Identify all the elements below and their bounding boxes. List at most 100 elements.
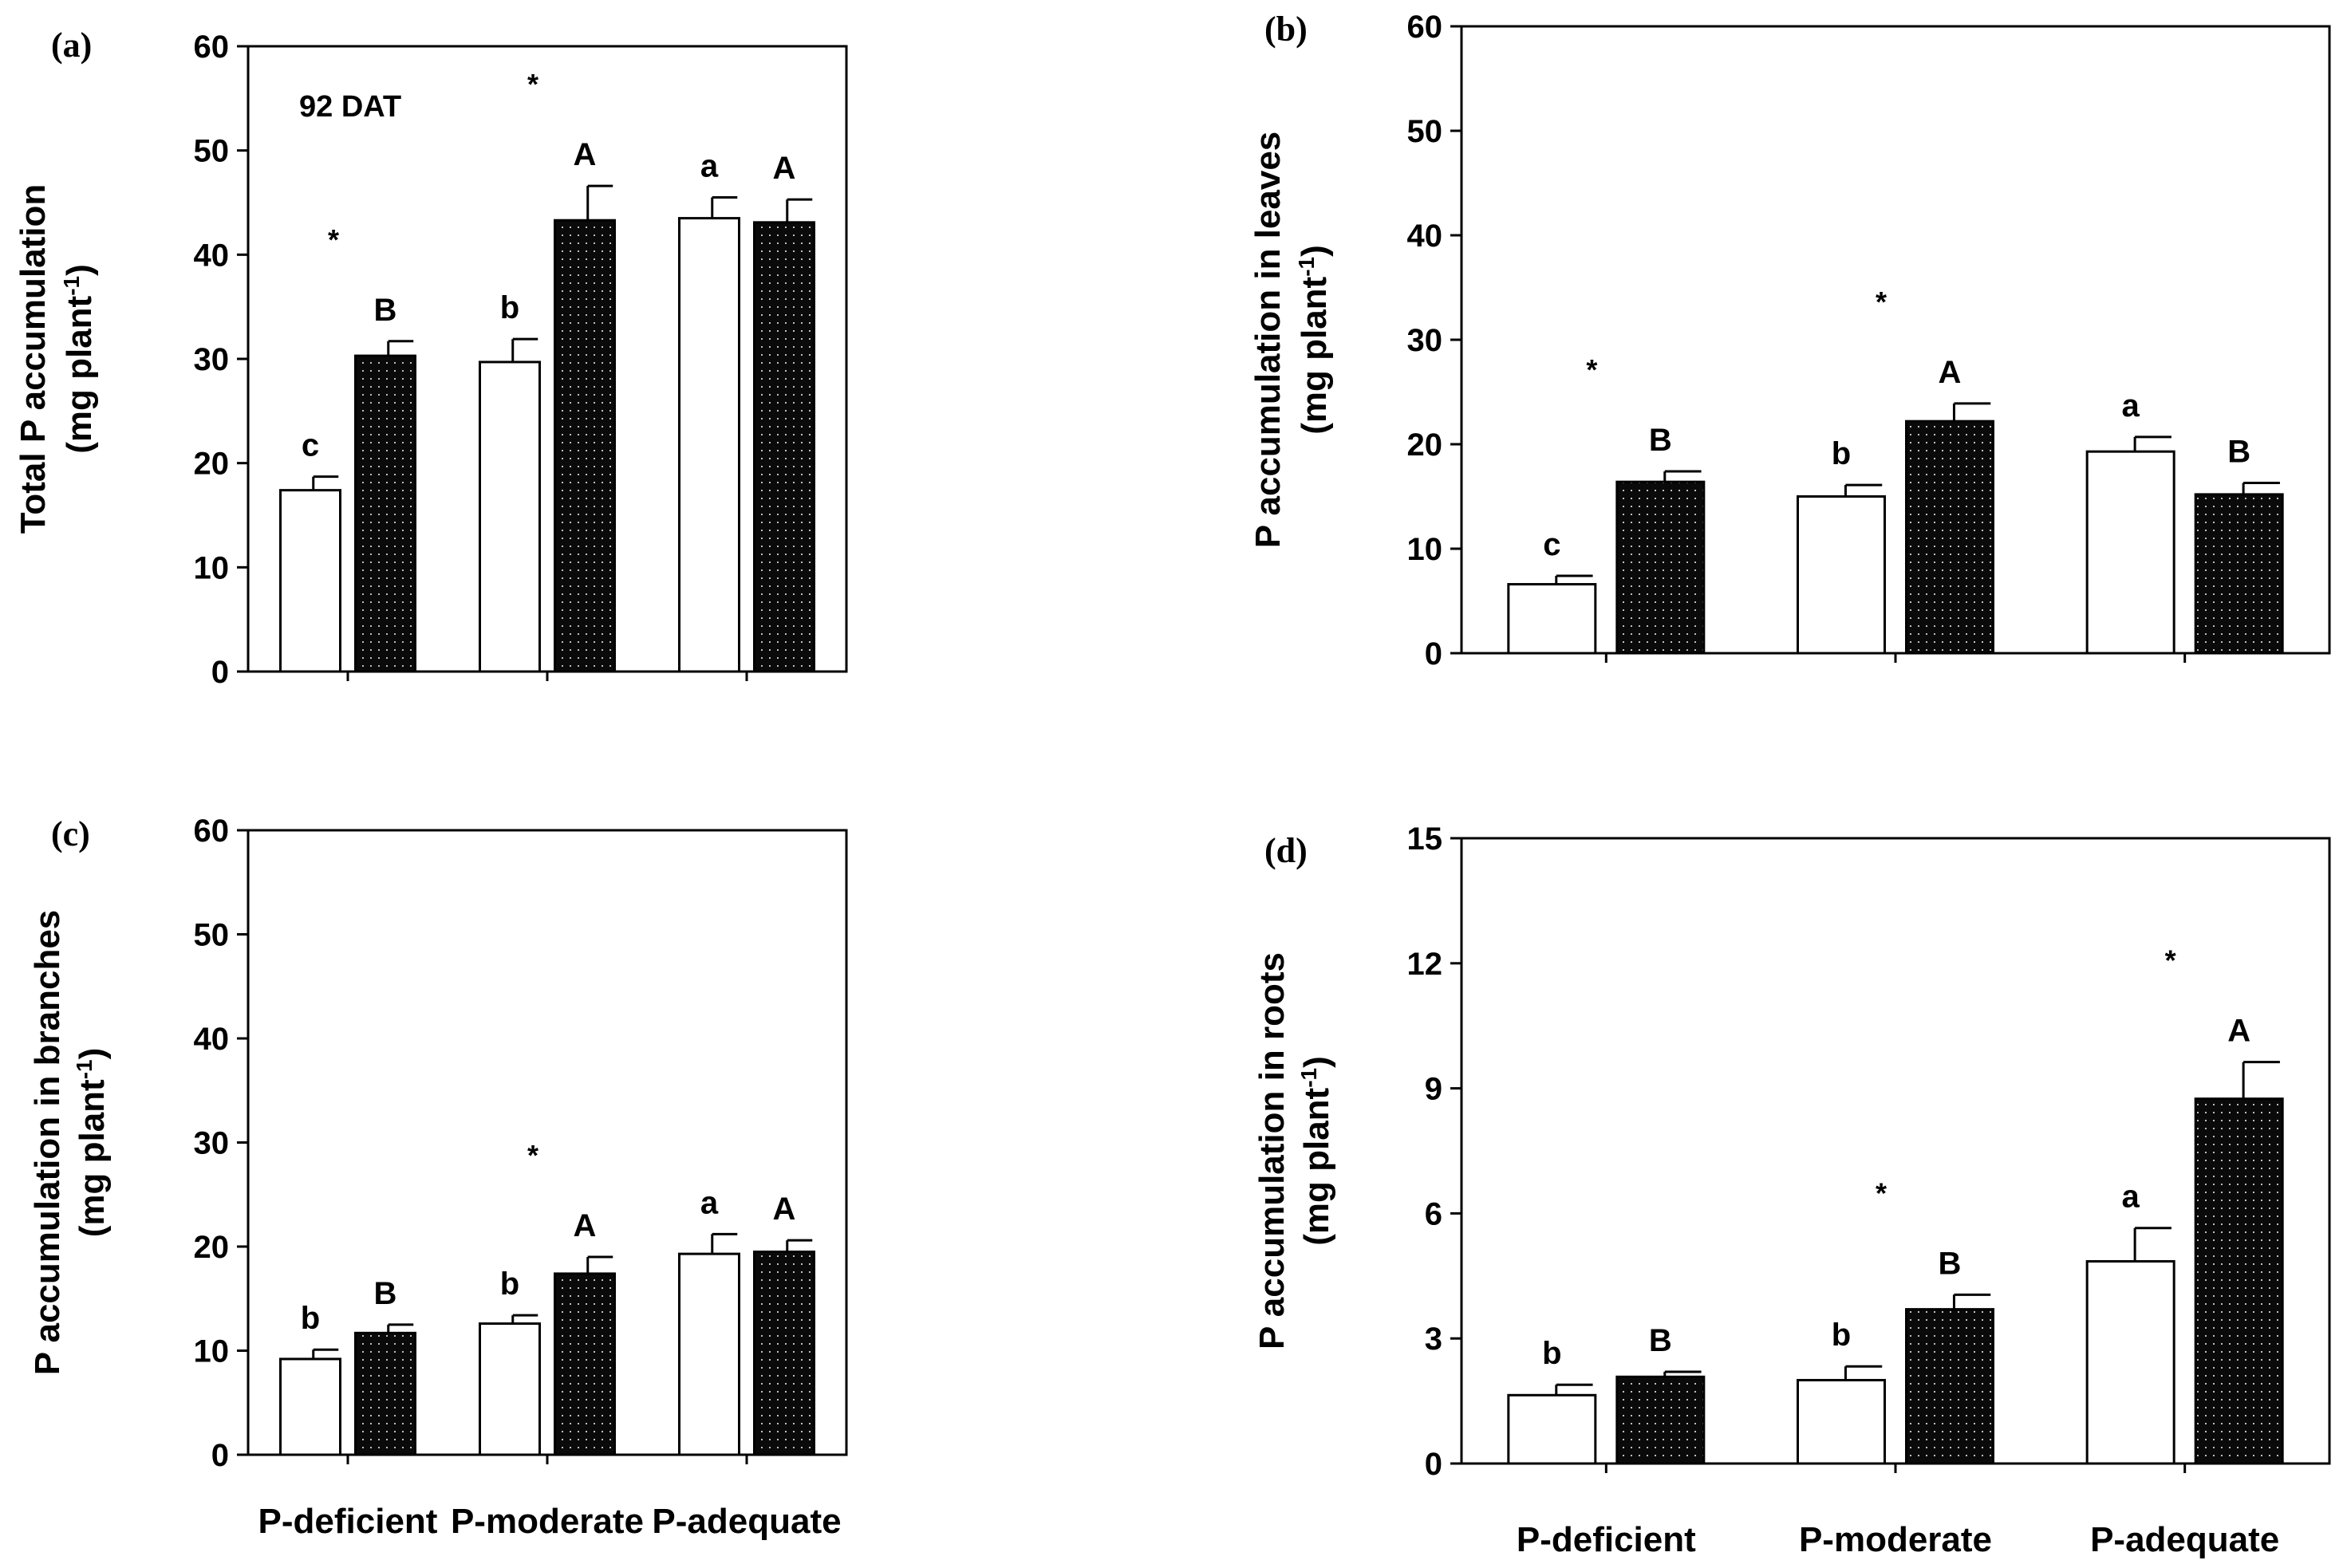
x-category-label: P-adequate — [2090, 1520, 2279, 1559]
y-tick-label: 20 — [194, 447, 230, 482]
significance-letter: c — [1543, 527, 1560, 562]
significance-letter: A — [773, 151, 796, 186]
y-tick-label: 50 — [1407, 114, 1443, 149]
significance-letter: B — [374, 293, 397, 328]
significance-letter: b — [500, 1267, 519, 1302]
y-tick-label: 0 — [211, 655, 229, 690]
y-axis-title: P accumulation in branches — [28, 910, 67, 1376]
bar-dotted — [354, 354, 416, 673]
y-axis-unit: (mg plant-1) — [1296, 1056, 1337, 1246]
bar-dotted — [1905, 1308, 1994, 1465]
significance-letter: c — [302, 428, 319, 463]
significance-letter: b — [301, 1301, 320, 1336]
significance-letter: b — [1832, 436, 1851, 471]
unit-text: (mg plant — [1297, 1087, 1336, 1245]
panel-a: (a) 0 10 20 30 40 50 60 Total P accumulation (mg … — [14, 26, 848, 690]
bar-dotted — [753, 221, 815, 673]
unit-text: ) — [1297, 1056, 1336, 1068]
unit-superscript: -1 — [1294, 257, 1319, 277]
bar-dotted — [554, 1272, 616, 1456]
y-tick-label: 6 — [1425, 1196, 1442, 1231]
bar-open — [678, 1252, 740, 1456]
significance-letter: a — [2122, 388, 2140, 424]
unit-text: (mg plant — [60, 295, 99, 453]
significance-letter: A — [574, 137, 597, 172]
y-tick-label: 12 — [1407, 947, 1443, 982]
y-tick-label: 40 — [194, 1022, 230, 1057]
y-tick-label: 20 — [194, 1230, 230, 1265]
significance-letter: b — [1542, 1336, 1561, 1371]
y-axis-unit: (mg plant-1) — [59, 264, 100, 454]
bar-open — [1797, 495, 1886, 655]
panel-label: (b) — [1264, 10, 1308, 49]
significance-letter: B — [1939, 1246, 1962, 1281]
significance-letter: a — [700, 1185, 719, 1220]
y-tick-label: 10 — [194, 1334, 230, 1369]
bar-dotted — [354, 1331, 416, 1456]
y-tick-label: 10 — [1407, 532, 1443, 567]
bar-open — [279, 489, 341, 673]
significance-star: * — [328, 223, 339, 256]
bar-open — [2085, 1260, 2175, 1465]
x-category-label: P-moderate — [451, 1502, 644, 1541]
bar-dotted — [2194, 1097, 2284, 1465]
y-tick-label: 20 — [1407, 427, 1443, 463]
unit-text: ) — [60, 264, 99, 276]
y-tick-label: 10 — [194, 550, 230, 585]
bar-dotted — [2194, 493, 2284, 655]
y-axis-title: Total P accumulation — [14, 184, 53, 534]
significance-letter: B — [1649, 423, 1672, 458]
significance-letter: B — [2227, 434, 2250, 469]
significance-star: * — [2165, 944, 2176, 977]
panel-label: (c) — [51, 814, 90, 853]
y-tick-label: 9 — [1425, 1072, 1442, 1107]
bar-open — [678, 217, 740, 673]
y-tick-label: 50 — [194, 134, 230, 169]
y-tick-label: 30 — [1407, 323, 1443, 358]
significance-letter: B — [1649, 1323, 1672, 1358]
bar-open — [479, 360, 541, 673]
x-category-label: P-adequate — [652, 1502, 841, 1541]
y-tick-label: 50 — [194, 918, 230, 953]
annotation-label: 92 DAT — [299, 90, 401, 124]
y-tick-label: 60 — [194, 30, 230, 65]
y-axis-title: P accumulation in leaves — [1248, 132, 1288, 549]
y-tick-label: 0 — [1425, 1447, 1442, 1482]
unit-text: ) — [1295, 245, 1334, 257]
significance-star: * — [527, 1139, 538, 1172]
bar-open — [279, 1357, 341, 1456]
y-tick-label: 30 — [194, 1126, 230, 1161]
unit-superscript: -1 — [72, 1059, 97, 1079]
significance-star: * — [1876, 1176, 1887, 1209]
panel-b: (b) 0 10 20 30 40 50 60 P accumulation in leaves… — [1248, 10, 2331, 672]
panel-d: (d) 0 3 6 9 12 15 P accumulation in roots (mg pl… — [1252, 821, 2331, 1559]
unit-text: ) — [73, 1048, 112, 1060]
bar-open — [479, 1322, 541, 1456]
bar-dotted — [1615, 1375, 1706, 1465]
unit-text: (mg plant — [73, 1079, 112, 1237]
y-tick-label: 40 — [1407, 219, 1443, 254]
panel-label: (a) — [51, 26, 92, 65]
significance-letter: A — [574, 1208, 597, 1243]
unit-superscript: -1 — [1296, 1068, 1321, 1088]
x-category-label: P-deficient — [258, 1502, 438, 1541]
y-tick-label: 60 — [1407, 10, 1443, 45]
significance-letter: A — [773, 1192, 796, 1227]
bar-open — [1797, 1378, 1886, 1465]
bar-open — [1507, 583, 1597, 655]
significance-letter: A — [1939, 355, 1962, 390]
y-axis-unit: (mg plant-1) — [72, 1048, 112, 1238]
significance-letter: a — [2122, 1180, 2140, 1215]
significance-letter: A — [2227, 1014, 2250, 1049]
y-axis-unit: (mg plant-1) — [1294, 245, 1335, 435]
y-tick-label: 30 — [194, 342, 230, 377]
y-tick-label: 40 — [194, 238, 230, 273]
bar-open — [1507, 1393, 1597, 1465]
y-tick-label: 0 — [211, 1438, 229, 1473]
panel-c: (c) 0 10 20 30 40 50 60 P accumulation in branch… — [28, 814, 848, 1541]
significance-letter: a — [700, 148, 719, 183]
significance-letter: b — [1832, 1318, 1851, 1353]
bar-dotted — [554, 219, 616, 673]
significance-letter: B — [374, 1276, 397, 1311]
significance-star: * — [1876, 286, 1887, 318]
